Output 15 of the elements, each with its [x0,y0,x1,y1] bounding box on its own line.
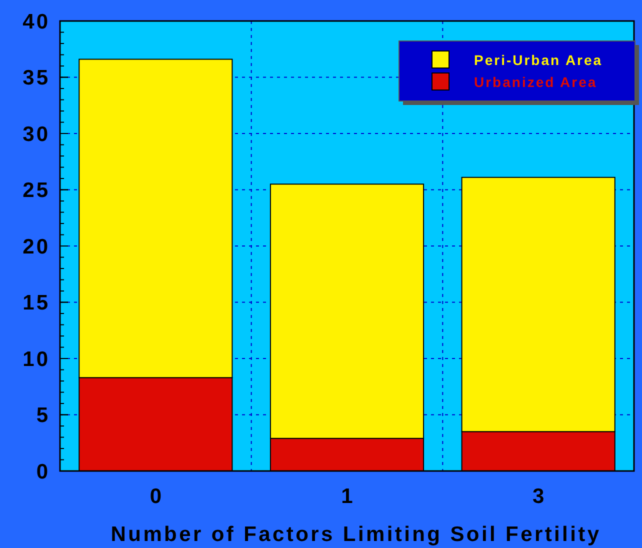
y-tick-label: 30 [22,122,50,146]
y-tick-label: 25 [22,179,50,202]
legend-label: Peri-Urban Area [474,52,603,68]
x-tick-label: 0 [150,485,162,508]
x-axis-title: Number of Factors Limiting Soil Fertility [110,523,602,546]
legend-label: Urbanized Area [474,74,598,90]
y-tick-label: 20 [22,235,50,258]
x-tick-label: 3 [532,485,544,508]
y-tick-label: 15 [22,292,50,315]
y-tick-label: 35 [22,66,50,90]
y-tick-label: 10 [22,348,50,371]
y-tick-label: 0 [36,460,50,484]
y-tick-label: 5 [36,404,50,428]
x-tick-label: 1 [341,485,354,508]
y-tick-label: 40 [22,10,50,34]
